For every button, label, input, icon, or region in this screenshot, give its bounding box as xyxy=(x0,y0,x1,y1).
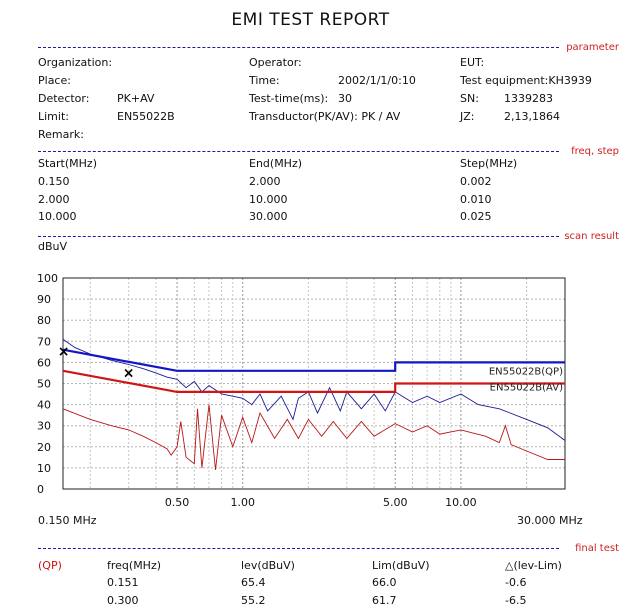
freq-row-1-end: 2.000 xyxy=(249,175,281,188)
final-row-1-level: 65.4 xyxy=(241,576,266,589)
final-header-level: lev(dBuV) xyxy=(241,559,295,572)
param-place: Place: xyxy=(38,74,71,87)
freq-header-start: Start(MHz) xyxy=(38,157,97,170)
final-header-delta: △(lev-Lim) xyxy=(505,559,562,572)
final-row-2-delta: -6.5 xyxy=(505,594,527,607)
section-divider-final-test xyxy=(38,548,559,549)
x-tick-label: 10.00 xyxy=(445,496,477,509)
y-tick-label: 40 xyxy=(37,399,51,412)
param-testtime-value: 30 xyxy=(338,92,352,105)
freq-row-2-step: 0.010 xyxy=(460,193,492,206)
y-tick-label: 30 xyxy=(37,420,51,433)
y-tick-label: 20 xyxy=(37,441,51,454)
final-mode: (QP) xyxy=(38,559,62,572)
freq-row-2-end: 10.000 xyxy=(249,193,288,206)
emi-chart: 0 10 20 30 40 50 60 70 80 90 100 0.50 1.00 5.00 10.00 E… xyxy=(37,272,566,509)
y-tick-label: 100 xyxy=(37,272,58,285)
freq-row-3-start: 10.000 xyxy=(38,210,77,223)
av-limit-line xyxy=(62,369,565,393)
section-label-final-test: final test xyxy=(575,543,619,554)
section-label-parameter: parameter xyxy=(566,42,619,53)
final-row-1-limit: 66.0 xyxy=(372,576,397,589)
final-row-2-limit: 61.7 xyxy=(372,594,397,607)
param-detector-label: Detector: xyxy=(38,92,90,105)
x-tick-label: 1.00 xyxy=(230,496,255,509)
final-row-1-freq: 0.151 xyxy=(107,576,139,589)
final-header-freq: freq(MHz) xyxy=(107,559,162,572)
y-tick-label: 90 xyxy=(37,293,51,306)
freq-header-end: End(MHz) xyxy=(249,157,303,170)
final-row-2-level: 55.2 xyxy=(241,594,266,607)
param-organization: Organization: xyxy=(38,56,113,69)
param-sn-label: SN: xyxy=(460,92,479,105)
param-eut: EUT: xyxy=(460,56,485,69)
param-time-label: Time: xyxy=(249,74,280,87)
param-time-value: 2002/1/1/0:10 xyxy=(338,74,416,87)
limit-label: EN55022B(AV) xyxy=(490,383,563,394)
section-divider-freq-step xyxy=(38,151,559,152)
y-tick-label: 10 xyxy=(37,462,51,475)
y-tick-label: 50 xyxy=(37,378,51,391)
peak-trace xyxy=(62,338,566,441)
param-limit-value: EN55022B xyxy=(117,110,175,123)
freq-row-2-start: 2.000 xyxy=(38,193,70,206)
y-tick-label: 0 xyxy=(37,483,44,496)
section-divider-scan-result xyxy=(38,236,559,237)
param-detector-value: PK+AV xyxy=(117,92,155,105)
param-operator: Operator: xyxy=(249,56,302,69)
param-remark: Remark: xyxy=(38,128,84,141)
x-end-label: 30.000 MHz xyxy=(517,514,583,527)
param-limit-label: Limit: xyxy=(38,110,69,123)
marker-cross: × xyxy=(58,344,70,360)
freq-row-3-end: 30.000 xyxy=(249,210,288,223)
average-trace xyxy=(62,404,565,471)
final-row-2-freq: 0.300 xyxy=(107,594,139,607)
final-row-1-delta: -0.6 xyxy=(505,576,527,589)
qp-limit-line xyxy=(62,348,565,372)
x-start-label: 0.150 MHz xyxy=(38,514,97,527)
freq-header-step: Step(MHz) xyxy=(460,157,518,170)
param-equipment: Test equipment:KH3939 xyxy=(460,74,592,87)
param-jz-value: 2,13,1864 xyxy=(504,110,560,123)
section-divider-parameter xyxy=(38,47,559,48)
report-title: EMI TEST REPORT xyxy=(231,10,390,30)
param-testtime-label: Test-time(ms): xyxy=(249,92,329,105)
param-transducer: Transductor(PK/AV): PK / AV xyxy=(249,110,401,123)
y-tick-label: 60 xyxy=(37,356,51,369)
y-tick-label: 70 xyxy=(37,335,51,348)
section-label-freq-step: freq, step xyxy=(571,146,619,157)
param-jz-label: JZ: xyxy=(460,110,475,123)
freq-row-1-start: 0.150 xyxy=(38,175,70,188)
param-sn-value: 1339283 xyxy=(504,92,553,105)
y-tick-label: 80 xyxy=(37,314,51,327)
x-tick-label: 5.00 xyxy=(383,496,408,509)
chart-ylabel: dBuV xyxy=(38,240,68,253)
limit-label: EN55022B(QP) xyxy=(489,366,563,377)
x-tick-label: 0.50 xyxy=(165,496,190,509)
marker-cross: × xyxy=(123,366,135,382)
freq-row-1-step: 0.002 xyxy=(460,175,492,188)
freq-row-3-step: 0.025 xyxy=(460,210,492,223)
final-header-limit: Lim(dBuV) xyxy=(372,559,430,572)
section-label-scan-result: scan result xyxy=(564,231,619,242)
